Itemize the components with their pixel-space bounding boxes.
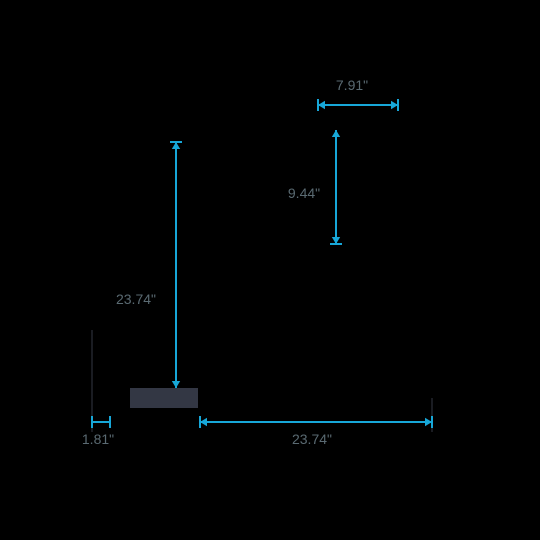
dim-label-left_height: 23.74" xyxy=(116,291,156,307)
dim-label-bottom_width: 23.74" xyxy=(292,431,332,447)
dim-label-right_height: 9.44" xyxy=(288,185,320,201)
base-rect xyxy=(130,388,198,408)
dim-label-base_width: 1.81" xyxy=(82,431,114,447)
dim-label-top_width: 7.91" xyxy=(336,77,368,93)
dimension-diagram: 7.91" 9.44" 23.74" 23.74" 1.81" xyxy=(0,0,540,540)
